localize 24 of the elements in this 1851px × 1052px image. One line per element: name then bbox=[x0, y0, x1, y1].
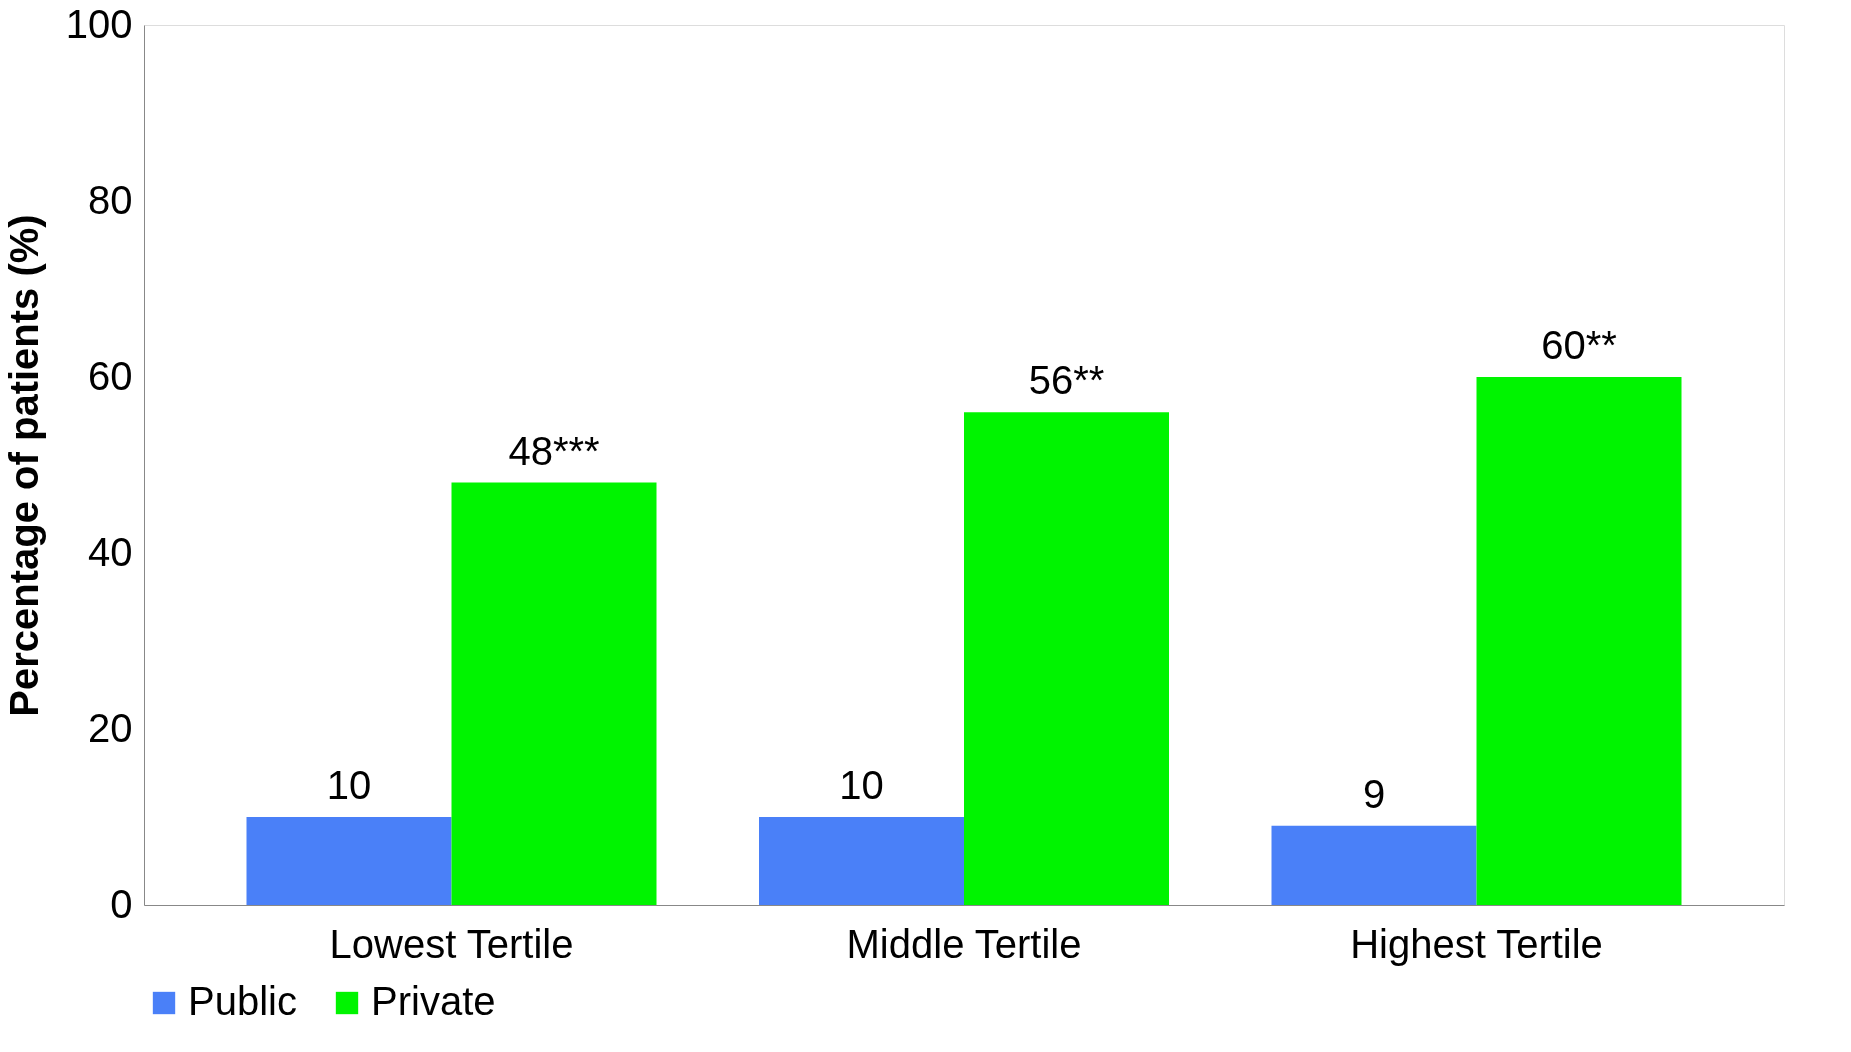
y-tick-label: 0 bbox=[110, 881, 133, 926]
data-label: 9 bbox=[1362, 771, 1386, 816]
y-axis-title: Percentage of patients (%) bbox=[1, 214, 46, 717]
bar bbox=[964, 412, 1169, 905]
legend-label: Private bbox=[371, 979, 496, 1023]
bar bbox=[451, 482, 657, 905]
bar bbox=[1271, 825, 1477, 905]
y-tick-label: 20 bbox=[88, 705, 133, 750]
data-label: 10 bbox=[326, 763, 372, 807]
data-label: 60** bbox=[1541, 323, 1617, 367]
data-label: 48*** bbox=[508, 428, 600, 473]
y-tick-label: 60 bbox=[88, 353, 133, 398]
bar bbox=[759, 817, 964, 905]
x-tick-label: Lowest Tertile bbox=[329, 921, 574, 966]
y-tick-label: 40 bbox=[88, 529, 133, 574]
x-tick-label: Middle Tertile bbox=[846, 921, 1082, 966]
y-tick-label: 100 bbox=[65, 1, 133, 46]
legend-label: Public bbox=[188, 979, 297, 1023]
data-label: 10 bbox=[839, 763, 884, 807]
y-tick-label: 80 bbox=[88, 177, 133, 222]
bar bbox=[1476, 377, 1682, 905]
x-tick-label: Highest Tertile bbox=[1350, 921, 1603, 966]
data-label: 56** bbox=[1028, 358, 1105, 403]
bar bbox=[246, 817, 452, 905]
